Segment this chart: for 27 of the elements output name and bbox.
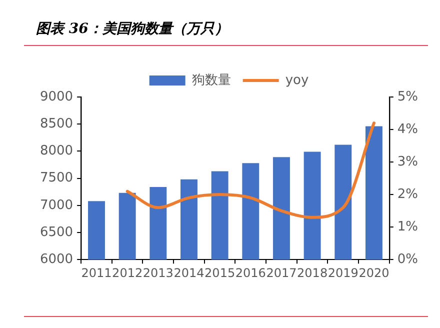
line-series xyxy=(126,122,376,219)
x-tick-label: 2015 xyxy=(204,266,236,280)
legend-label: 狗数量 xyxy=(192,72,231,88)
x-tick-label: 2019 xyxy=(328,266,358,280)
x-tick-label: 2013 xyxy=(142,266,174,280)
y-tick-label: 9000 xyxy=(40,89,74,104)
y-tick-label: 7500 xyxy=(40,170,74,186)
x-tick-label: 2017 xyxy=(266,266,297,280)
x-tick-label: 2014 xyxy=(174,266,204,280)
x-tick-label: 2016 xyxy=(235,266,266,280)
x-tick-label: 2018 xyxy=(297,266,328,280)
chart-title: 图表 36：美国狗数量（万只） xyxy=(36,20,228,38)
x-tick-label: 2020 xyxy=(358,266,390,280)
y-tick-label: 7000 xyxy=(40,198,74,213)
y-tick-label: 8500 xyxy=(40,116,74,132)
y-tick-label: 8000 xyxy=(40,144,74,159)
y2-tick-label: 4% xyxy=(397,122,418,137)
y-tick-label: 6500 xyxy=(40,224,74,240)
x-tick-label: 2012 xyxy=(112,266,143,280)
y-tick-label: 6000 xyxy=(40,252,74,267)
y2-tick-label: 2% xyxy=(397,186,418,202)
legend-label: yoy xyxy=(285,72,309,88)
x-tick-label: 2011 xyxy=(81,266,112,280)
y2-tick-label: 3% xyxy=(397,154,418,170)
y2-tick-label: 5% xyxy=(397,89,418,104)
y2-tick-label: 0% xyxy=(397,252,418,267)
y2-tick-label: 1% xyxy=(397,219,418,234)
